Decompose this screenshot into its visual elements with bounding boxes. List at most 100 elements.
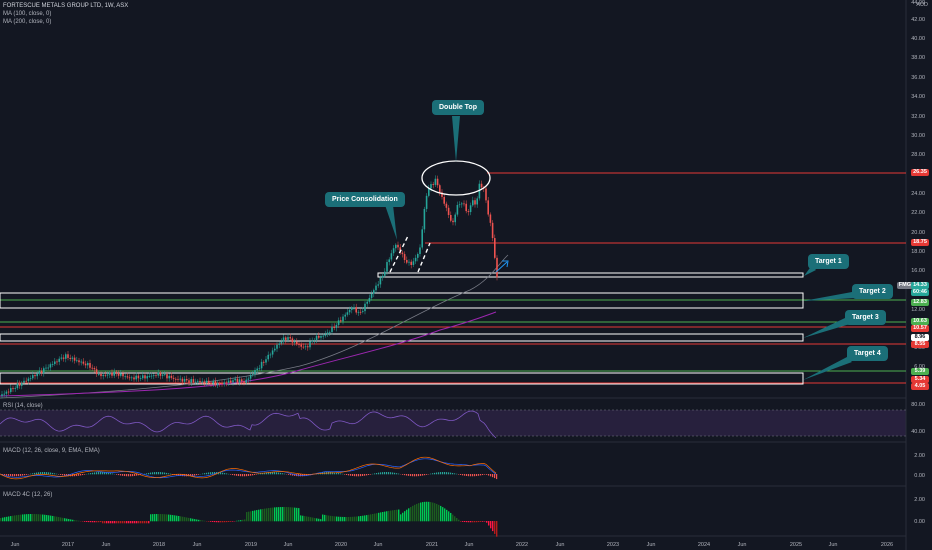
ma200-line — [0, 254, 509, 399]
macd4c-bar — [172, 515, 174, 522]
macd-bar — [398, 473, 400, 475]
macd4c-bar — [284, 507, 286, 522]
candle-body — [249, 375, 252, 379]
macd4c-legend[interactable]: MACD 4C (12, 26) — [3, 492, 53, 498]
candle-body — [148, 376, 151, 377]
macd-bar — [262, 472, 264, 475]
target4-callout[interactable]: Target 4 — [847, 346, 888, 361]
symbol-title[interactable]: FORTESCUE METALS GROUP LTD, 1W, ASX — [3, 3, 129, 9]
candle-body — [164, 374, 166, 375]
target1-box[interactable] — [377, 272, 804, 278]
candle-body — [322, 335, 324, 337]
rsi-legend[interactable]: RSI (14, close) — [3, 403, 43, 409]
macd4c-bar — [392, 510, 394, 522]
macd-legend[interactable]: MACD (12, 26, close, 9, EMA, EMA) — [3, 448, 100, 454]
double-top-ellipse[interactable] — [421, 160, 491, 196]
macd-bar — [486, 474, 488, 475]
macd4c-bar — [280, 507, 282, 522]
consolidation-dash-2 — [417, 242, 431, 273]
macd4c-bar — [292, 507, 294, 522]
macd4c-bar — [416, 503, 418, 522]
target4-box[interactable] — [0, 372, 804, 385]
macd-bar — [198, 474, 200, 475]
price-consolidation-callout[interactable]: Price Consolidation — [325, 192, 405, 207]
macd-bar — [410, 474, 412, 477]
target3-box[interactable] — [0, 333, 804, 342]
target2-box[interactable] — [0, 292, 804, 309]
macd-bar — [82, 474, 84, 476]
candle-body — [276, 344, 278, 349]
candle-body — [467, 211, 470, 213]
candle-body — [179, 378, 181, 380]
macd-bar — [238, 474, 240, 477]
macd4c-bar — [194, 519, 196, 522]
macd4c-bar — [244, 519, 246, 522]
time-axis[interactable]: Jun 2017 Jun 2018 Jun 2019 Jun 2020 Jun 2021 Jun 20… — [11, 542, 894, 548]
candle-body — [122, 373, 124, 377]
macd4c-bar — [70, 519, 72, 522]
candle-body — [469, 205, 472, 213]
indicator-axis-tick: 40.00 — [911, 429, 925, 435]
macd4c-bar — [306, 516, 308, 522]
price-label-8-96: 8.96 — [911, 334, 929, 341]
macd-bar — [280, 472, 282, 475]
price-axis-tick: 32.00 — [911, 114, 925, 120]
macd-bar — [62, 474, 64, 476]
candle-body — [401, 252, 404, 255]
candle-body — [256, 368, 258, 371]
macd4c-bar — [398, 509, 400, 522]
price-axis[interactable]: 44.00 42.00 40.00 38.00 36.00 34.00 32.00 30.00… — [911, 0, 925, 390]
macd4c-bar — [298, 508, 300, 522]
target1-callout[interactable]: Target 1 — [808, 254, 849, 269]
candle-body — [168, 375, 170, 379]
candle-body — [58, 358, 60, 362]
candle-body — [197, 380, 199, 382]
macd-bar — [236, 474, 238, 476]
target3-pointer — [803, 318, 850, 338]
candle-body — [87, 363, 89, 366]
macd4c-bar — [266, 508, 268, 522]
macd4c-bar — [186, 517, 188, 522]
macd-bar — [264, 472, 266, 475]
macd4c-bar — [360, 516, 362, 522]
macd-bar — [120, 474, 122, 476]
macd4c-bar — [330, 515, 332, 522]
price-label-4-05: 4.05 — [911, 383, 929, 390]
macd4c-bar — [96, 521, 98, 523]
candle-body — [98, 374, 100, 375]
ma100-legend[interactable]: MA (100, close, 0) — [3, 11, 52, 17]
macd-bar — [452, 472, 454, 475]
macd4c-bar — [488, 521, 490, 526]
target3-callout[interactable]: Target 3 — [845, 310, 886, 325]
macd-bar — [440, 472, 442, 475]
macd4c-bar — [470, 521, 472, 523]
candle-body — [302, 346, 305, 348]
macd4c-bar — [44, 514, 46, 522]
candle-body — [456, 204, 459, 215]
target2-callout[interactable]: Target 2 — [852, 284, 893, 299]
macd-bar — [252, 474, 254, 476]
candle-body — [80, 361, 82, 363]
candle-body — [474, 200, 476, 205]
macd-bar — [14, 474, 16, 477]
candle-body — [45, 367, 47, 369]
macd4c-bar — [474, 521, 476, 523]
candle-body — [447, 207, 450, 215]
candle-body — [78, 360, 80, 363]
macd-bar — [374, 473, 376, 475]
double-top-callout[interactable]: Double Top — [432, 100, 484, 115]
macd4c-bar — [268, 508, 270, 522]
macd4c-bar — [270, 507, 272, 522]
macd-bar — [104, 472, 106, 475]
macd-bar — [346, 474, 348, 476]
candle-body — [280, 341, 283, 344]
candle-body — [128, 377, 131, 379]
macd-bar — [108, 472, 110, 475]
macd4c-bar — [258, 509, 260, 522]
candle-body — [379, 277, 382, 285]
macd4c-bar — [160, 514, 162, 522]
ma200-legend[interactable]: MA (200, close, 0) — [3, 19, 52, 25]
macd4c-bar — [436, 503, 438, 522]
candle-body — [260, 361, 263, 369]
